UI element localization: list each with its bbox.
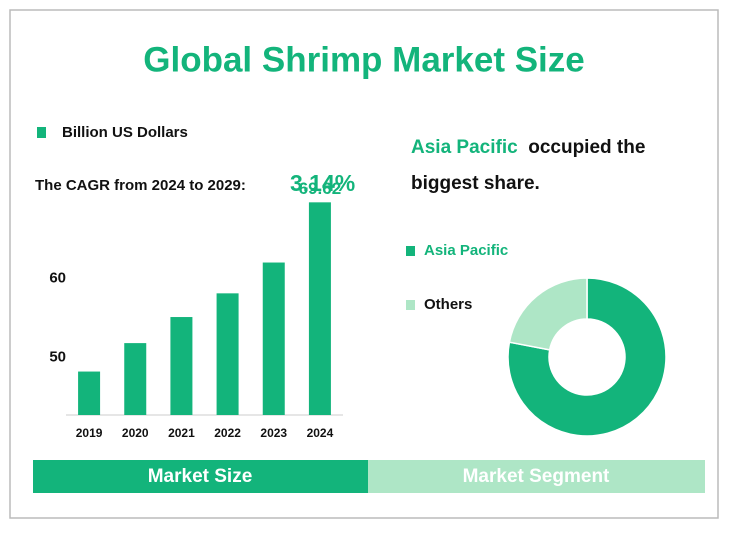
legend-label: Billion US Dollars <box>62 124 188 141</box>
cagr-value: 3.14% <box>290 170 355 196</box>
legend-label: Others <box>424 296 472 313</box>
legend-swatch <box>406 246 415 256</box>
x-tick-label: 2022 <box>214 426 241 440</box>
data-label: 69.62 <box>299 179 342 198</box>
legend-swatch <box>406 300 415 310</box>
legend-label: Asia Pacific <box>424 242 508 259</box>
tab[interactable] <box>368 460 705 493</box>
x-tick-label: 2021 <box>168 426 195 440</box>
x-tick-label: 2020 <box>122 426 149 440</box>
y-tick-label: 50 <box>49 348 66 365</box>
bar <box>170 317 193 415</box>
bar <box>262 262 285 415</box>
highlight-region: Asia Pacific <box>411 137 518 158</box>
y-tick-label: 60 <box>49 269 66 286</box>
cagr-label: The CAGR from 2024 to 2029: <box>35 177 246 194</box>
bar <box>308 202 331 415</box>
x-tick-label: 2024 <box>307 426 334 440</box>
highlight: Asia Pacific occupied the biggest share. <box>411 130 661 202</box>
donut-slice <box>508 277 588 351</box>
tab[interactable] <box>33 460 368 493</box>
donut-slice <box>507 277 667 437</box>
tab-label[interactable]: Market Size <box>148 466 253 487</box>
bar <box>216 293 239 415</box>
x-tick-label: 2019 <box>76 426 103 440</box>
highlight-text: occupied the biggest share. <box>411 137 646 194</box>
bar <box>78 371 101 415</box>
title: Global Shrimp Market Size <box>143 40 585 79</box>
legend-swatch <box>37 127 46 138</box>
frame <box>9 9 719 519</box>
bar <box>124 343 147 415</box>
x-tick-label: 2023 <box>260 426 287 440</box>
tab-label[interactable]: Market Segment <box>463 466 610 487</box>
